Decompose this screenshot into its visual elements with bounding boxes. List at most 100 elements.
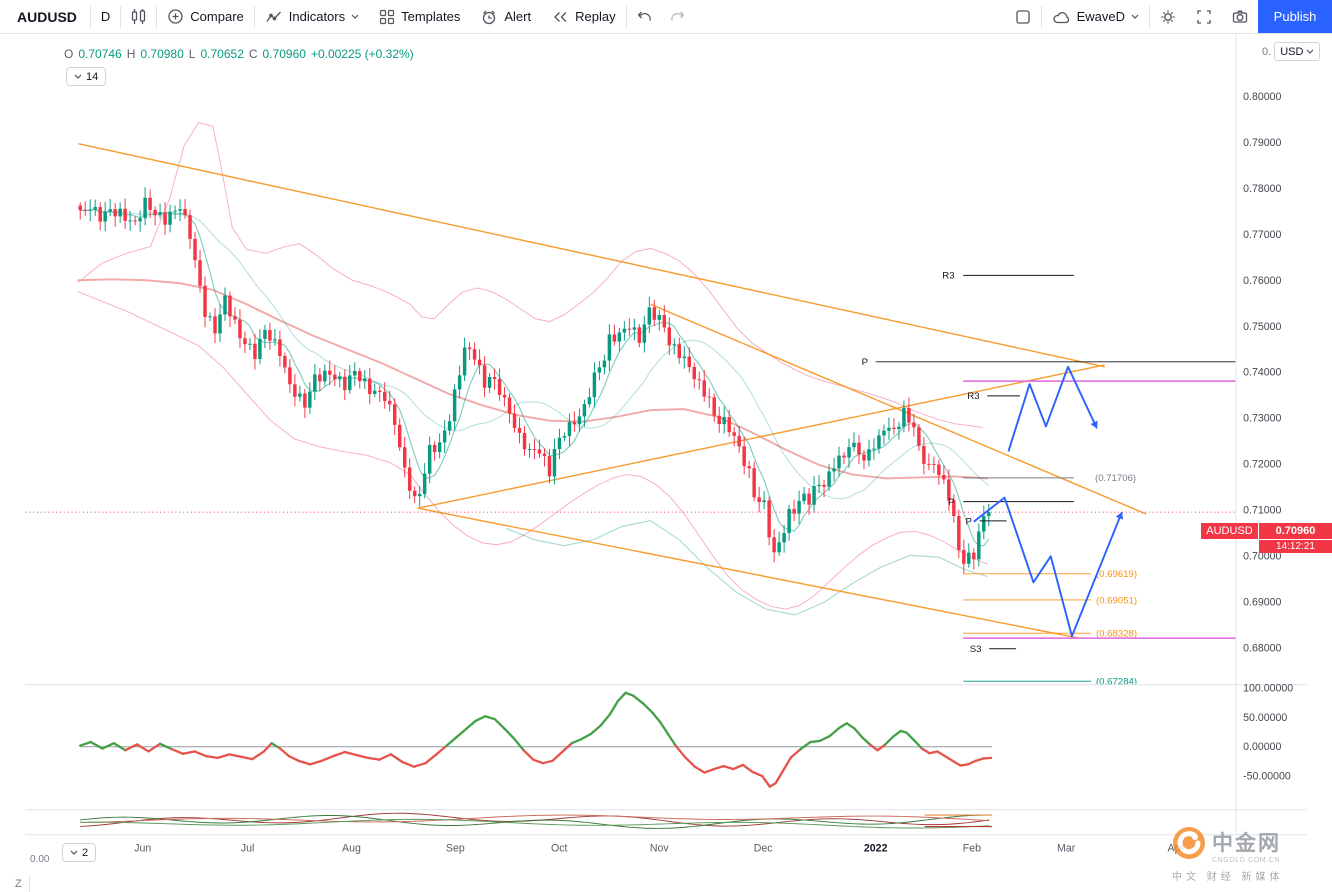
cloud-script-label: EwaveD [1076,9,1125,24]
cloud-script-button[interactable]: EwaveD [1042,0,1149,33]
svg-text:-50.00000: -50.00000 [1243,770,1291,782]
alert-button[interactable]: Alert [470,0,541,33]
svg-text:S3: S3 [970,644,982,655]
divider [1040,5,1042,28]
divider [253,5,255,28]
replay-button[interactable]: Replay [541,0,625,33]
close-value: 0.70960 [262,47,306,61]
replay-icon [554,11,567,22]
svg-text:0.69000: 0.69000 [1243,597,1281,609]
svg-text:P: P [948,497,954,508]
chevron-down-icon [74,74,82,79]
symbol-button[interactable]: AUDUSD [4,0,90,33]
open-label: O [64,47,74,61]
svg-text:0.68000: 0.68000 [1243,643,1281,655]
screenshot-button[interactable] [1222,0,1258,33]
svg-text:0.73000: 0.73000 [1243,413,1281,425]
compare-plus-icon [168,9,183,24]
watermark: 中金网 CNGOLD.COM.CN 中文 财经 新媒体 [1172,826,1284,883]
chart-style-button[interactable] [121,0,156,33]
svg-text:R3: R3 [967,391,979,402]
low-value: 0.70652 [200,47,244,61]
fullscreen-button[interactable] [1186,0,1222,33]
svg-text:100.00000: 100.00000 [1243,682,1293,694]
publish-button[interactable]: Publish [1258,0,1332,33]
svg-text:P: P [862,357,868,368]
unit-value: USD [1280,45,1304,58]
replay-label: Replay [575,9,616,24]
watermark-brand: 中金网 [1212,832,1281,855]
axis-unit-box: 0. USD [1262,42,1321,61]
redo-button[interactable] [661,0,695,33]
chart-canvas[interactable]: R3PR3(0.71706)PP(0.69619)(0.69051)(0.683… [0,34,1332,892]
oscillator-pane [79,691,993,788]
svg-text:Oct: Oct [551,843,568,855]
bar-countdown: 14:12:21 [1259,540,1332,553]
undo-button[interactable] [627,0,661,33]
compare-button[interactable]: Compare [157,0,253,33]
svg-text:(0.68328): (0.68328) [1096,629,1137,640]
mini-panel-value: 0.00 [30,854,50,865]
mini-panel-count: 2 [82,846,89,859]
change-value: +0.00225 (+0.32%) [310,47,414,61]
alarm-clock-icon [483,10,496,24]
unit-select[interactable]: USD [1274,42,1321,61]
close-label: C [248,47,258,61]
high-value: 0.70980 [140,47,184,61]
axis-unit-prefix: 0. [1262,45,1272,58]
indicators-button[interactable]: Indicators [255,0,369,33]
watermark-domain: CNGOLD.COM.CN [1212,857,1281,864]
high-label: H [126,47,136,61]
price-axis-label-row: AUDUSD 0.70960 [1201,523,1332,539]
toolbar-left-group: AUDUSD D Compare Indicators Templates Al… [0,0,695,33]
redo-arrow-icon [670,11,684,21]
svg-text:Aug: Aug [342,843,361,855]
watermark-text: 中金网 CNGOLD.COM.CN [1212,827,1281,864]
timezone-button[interactable]: Z [8,875,30,892]
price-label-value: 0.70960 [1259,523,1332,539]
svg-text:0.74000: 0.74000 [1243,367,1281,379]
main-pane: R3PR3(0.71706)PP(0.69619)(0.69051)(0.683… [25,122,1236,688]
layout-button[interactable] [1005,0,1041,33]
indicators-icon [266,11,281,22]
settings-button[interactable] [1150,0,1186,33]
svg-text:Jun: Jun [134,843,151,855]
indicator-count: 14 [86,70,99,83]
svg-text:0.00000: 0.00000 [1243,741,1281,753]
fullscreen-icon [1197,9,1211,24]
camera-icon [1232,10,1248,23]
mini-indicator-pane [80,812,993,829]
watermark-top: 中金网 CNGOLD.COM.CN [1172,826,1284,865]
svg-text:R3: R3 [942,271,954,282]
indicator-legend-toggle[interactable]: 14 [66,67,107,86]
chevron-down-icon [70,850,78,855]
svg-text:Sep: Sep [446,843,465,855]
svg-text:2022: 2022 [864,843,888,855]
svg-text:(0.67284): (0.67284) [1096,677,1137,688]
low-label: L [188,47,196,61]
svg-text:0.78000: 0.78000 [1243,183,1281,195]
watermark-tagline: 中文 财经 新媒体 [1172,872,1284,883]
templates-button[interactable]: Templates [369,0,470,33]
svg-text:Feb: Feb [963,843,981,855]
divider [89,5,91,28]
svg-text:0.70000: 0.70000 [1243,551,1281,563]
interval-button[interactable]: D [91,0,120,33]
svg-text:0.71000: 0.71000 [1243,505,1281,517]
mini-panel-legend-toggle[interactable]: 2 [62,843,97,862]
chevron-down-icon [1306,49,1314,54]
layout-square-icon [1015,9,1030,24]
chart-area: R3 P R3 (0.71706) P P (0.69619) (0.69051) (0.683… [0,34,1332,892]
price-axis: 0.80000 0.79000 0.78000 0.77000 0.76000 0.750… [1243,91,1293,783]
cngold-logo-icon [1172,826,1206,865]
templates-grid-icon [380,9,395,24]
chevron-down-icon [1131,14,1139,19]
chevron-down-icon [351,14,359,19]
gear-icon [1161,10,1175,23]
svg-text:P: P [965,516,971,527]
svg-text:Jul: Jul [241,843,255,855]
templates-label: Templates [401,9,461,24]
indicators-label: Indicators [288,9,346,24]
cloud-icon [1052,11,1069,23]
svg-text:(0.69051): (0.69051) [1096,595,1137,606]
